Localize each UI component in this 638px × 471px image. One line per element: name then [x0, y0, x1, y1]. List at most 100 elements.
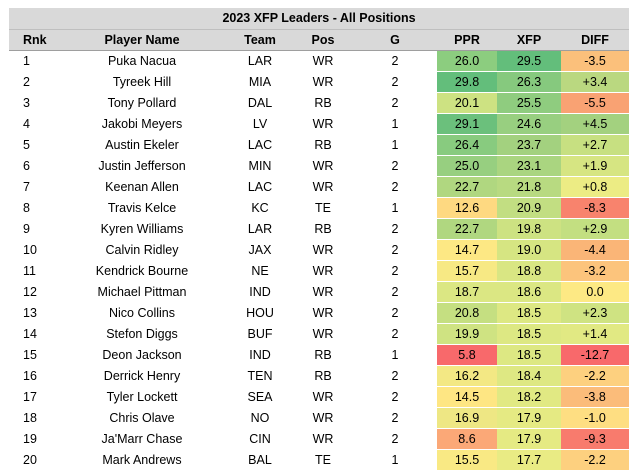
cell-diff: -2.2	[561, 365, 630, 387]
cell-g: 2	[353, 218, 437, 240]
cell-xfp: 18.8	[497, 260, 561, 282]
cell-xfp: 18.5	[497, 302, 561, 324]
cell-player-name: Kyren Williams	[57, 218, 227, 240]
table-body: 1 Puka Nacua LAR WR 2 26.0 29.5 -3.5 2 Tyreek Hil…	[9, 50, 630, 471]
table-row: 8 Travis Kelce KC TE 1 12.6 20.9 -8.3	[9, 197, 630, 219]
table-row: 7 Keenan Allen LAC WR 2 22.7 21.8 +0.8	[9, 176, 630, 198]
cell-team: DAL	[227, 92, 293, 114]
cell-pos: WR	[293, 260, 353, 282]
cell-g: 2	[353, 386, 437, 408]
cell-team: KC	[227, 197, 293, 219]
cell-ppr: 15.7	[437, 260, 497, 282]
cell-diff: -12.7	[561, 344, 630, 366]
table-row: 10 Calvin Ridley JAX WR 2 14.7 19.0 -4.4	[9, 239, 630, 261]
cell-rnk: 5	[9, 134, 57, 156]
header-team: Team	[227, 29, 293, 51]
cell-g: 1	[353, 449, 437, 471]
cell-diff: +2.9	[561, 218, 630, 240]
cell-player-name: Deon Jackson	[57, 344, 227, 366]
header-row: Rnk Player Name Team Pos G PPR XFP DIFF	[9, 29, 630, 51]
cell-pos: WR	[293, 281, 353, 303]
cell-ppr: 12.6	[437, 197, 497, 219]
cell-xfp: 18.4	[497, 365, 561, 387]
cell-ppr: 8.6	[437, 428, 497, 450]
table-row: 11 Kendrick Bourne NE WR 2 15.7 18.8 -3.2	[9, 260, 630, 282]
cell-ppr: 15.5	[437, 449, 497, 471]
cell-pos: WR	[293, 323, 353, 345]
cell-rnk: 2	[9, 71, 57, 93]
cell-pos: WR	[293, 407, 353, 429]
cell-pos: RB	[293, 92, 353, 114]
cell-xfp: 17.9	[497, 428, 561, 450]
cell-team: LAR	[227, 50, 293, 72]
cell-ppr: 20.1	[437, 92, 497, 114]
cell-ppr: 20.8	[437, 302, 497, 324]
cell-rnk: 15	[9, 344, 57, 366]
cell-xfp: 29.5	[497, 50, 561, 72]
cell-g: 1	[353, 134, 437, 156]
cell-rnk: 18	[9, 407, 57, 429]
cell-diff: +3.4	[561, 71, 630, 93]
cell-ppr: 26.0	[437, 50, 497, 72]
cell-xfp: 24.6	[497, 113, 561, 135]
cell-xfp: 18.6	[497, 281, 561, 303]
cell-player-name: Kendrick Bourne	[57, 260, 227, 282]
table-row: 5 Austin Ekeler LAC RB 1 26.4 23.7 +2.7	[9, 134, 630, 156]
cell-rnk: 12	[9, 281, 57, 303]
cell-xfp: 25.5	[497, 92, 561, 114]
cell-ppr: 5.8	[437, 344, 497, 366]
cell-diff: -4.4	[561, 239, 630, 261]
cell-diff: -8.3	[561, 197, 630, 219]
cell-team: LAC	[227, 134, 293, 156]
cell-xfp: 17.7	[497, 449, 561, 471]
xfp-leaders-table: 2023 XFP Leaders - All Positions Rnk Pla…	[9, 8, 630, 471]
cell-ppr: 18.7	[437, 281, 497, 303]
cell-diff: -3.2	[561, 260, 630, 282]
table-row: 2 Tyreek Hill MIA WR 2 29.8 26.3 +3.4	[9, 71, 630, 93]
cell-ppr: 16.2	[437, 365, 497, 387]
table-title: 2023 XFP Leaders - All Positions	[9, 8, 630, 30]
cell-xfp: 18.5	[497, 323, 561, 345]
cell-team: TEN	[227, 365, 293, 387]
cell-pos: RB	[293, 344, 353, 366]
cell-xfp: 23.1	[497, 155, 561, 177]
cell-team: SEA	[227, 386, 293, 408]
cell-diff: +4.5	[561, 113, 630, 135]
cell-player-name: Keenan Allen	[57, 176, 227, 198]
header-rnk: Rnk	[9, 29, 57, 51]
cell-player-name: Tyler Lockett	[57, 386, 227, 408]
cell-diff: 0.0	[561, 281, 630, 303]
header-pos: Pos	[293, 29, 353, 51]
cell-xfp: 20.9	[497, 197, 561, 219]
cell-team: HOU	[227, 302, 293, 324]
table-row: 6 Justin Jefferson MIN WR 2 25.0 23.1 +1.9	[9, 155, 630, 177]
cell-ppr: 22.7	[437, 218, 497, 240]
cell-player-name: Calvin Ridley	[57, 239, 227, 261]
cell-g: 2	[353, 155, 437, 177]
cell-ppr: 26.4	[437, 134, 497, 156]
cell-team: BAL	[227, 449, 293, 471]
cell-g: 2	[353, 323, 437, 345]
cell-rnk: 7	[9, 176, 57, 198]
cell-player-name: Puka Nacua	[57, 50, 227, 72]
cell-g: 2	[353, 239, 437, 261]
table-row: 13 Nico Collins HOU WR 2 20.8 18.5 +2.3	[9, 302, 630, 324]
cell-xfp: 19.0	[497, 239, 561, 261]
cell-ppr: 29.1	[437, 113, 497, 135]
cell-player-name: Travis Kelce	[57, 197, 227, 219]
cell-team: IND	[227, 344, 293, 366]
cell-g: 2	[353, 92, 437, 114]
cell-diff: +1.9	[561, 155, 630, 177]
cell-rnk: 13	[9, 302, 57, 324]
cell-player-name: Tony Pollard	[57, 92, 227, 114]
header-g: G	[353, 29, 437, 51]
cell-ppr: 19.9	[437, 323, 497, 345]
cell-rnk: 3	[9, 92, 57, 114]
header-player-name: Player Name	[57, 29, 227, 51]
table-row: 17 Tyler Lockett SEA WR 2 14.5 18.2 -3.8	[9, 386, 630, 408]
cell-rnk: 20	[9, 449, 57, 471]
cell-rnk: 10	[9, 239, 57, 261]
cell-g: 2	[353, 281, 437, 303]
cell-ppr: 29.8	[437, 71, 497, 93]
cell-xfp: 21.8	[497, 176, 561, 198]
